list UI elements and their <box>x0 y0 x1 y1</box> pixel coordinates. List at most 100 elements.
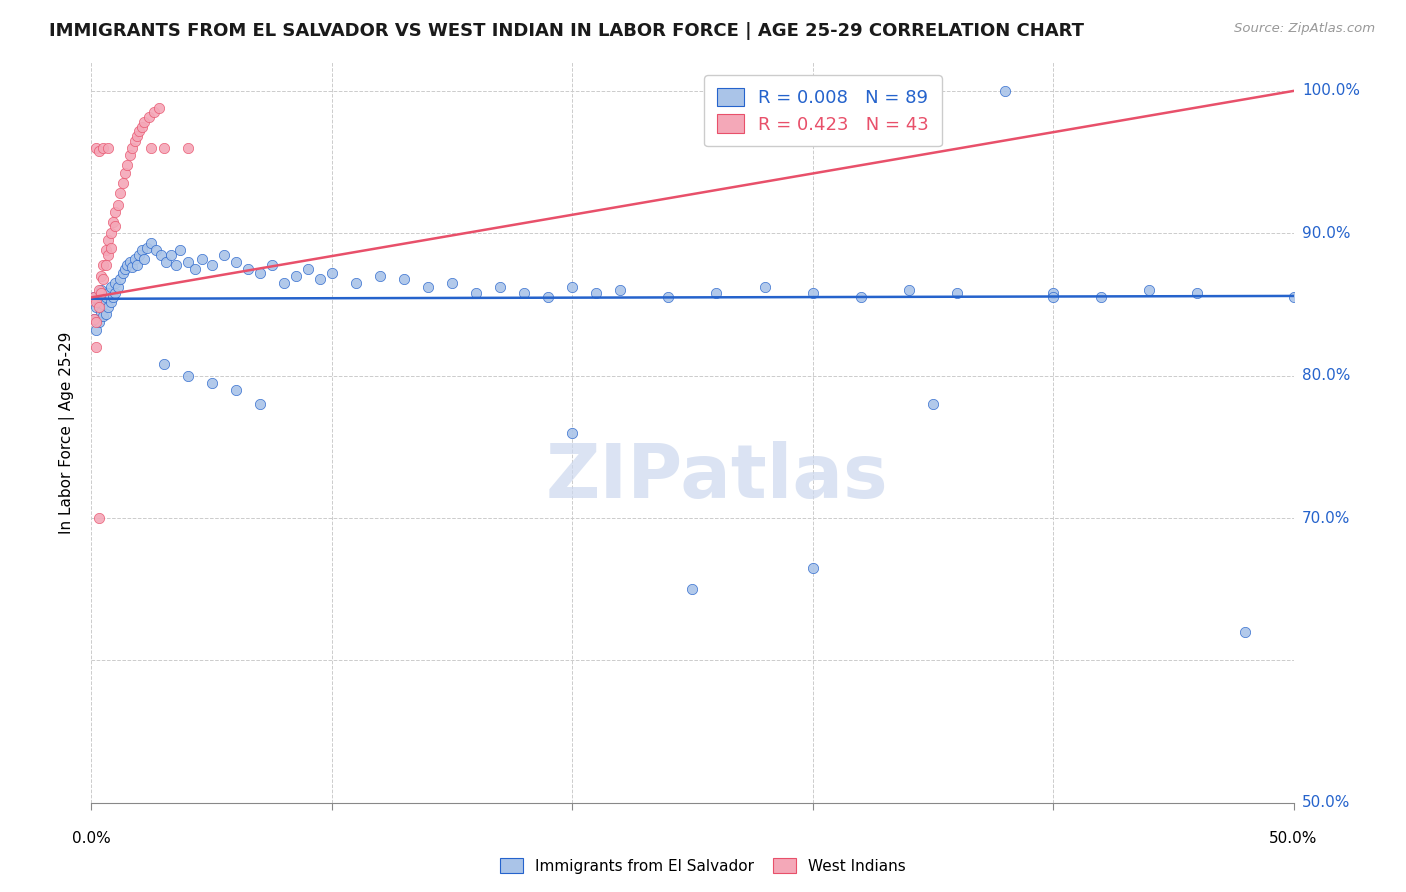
Text: 50.0%: 50.0% <box>1302 796 1350 810</box>
Point <box>114 167 136 181</box>
Point <box>104 276 127 290</box>
Legend: R = 0.008   N = 89, R = 0.423   N = 43: R = 0.008 N = 89, R = 0.423 N = 43 <box>704 75 942 146</box>
Text: 0.0%: 0.0% <box>72 830 111 846</box>
Text: 100.0%: 100.0% <box>1302 84 1360 98</box>
Point <box>344 276 367 290</box>
Point <box>416 280 439 294</box>
Point <box>87 294 110 309</box>
Point <box>100 294 122 309</box>
Point <box>84 301 107 315</box>
Point <box>212 247 235 261</box>
Point <box>131 244 153 258</box>
Text: 90.0%: 90.0% <box>1302 226 1350 241</box>
Point <box>368 268 391 283</box>
Point <box>201 376 224 390</box>
Point <box>585 286 607 301</box>
Point <box>97 301 120 315</box>
Point <box>994 84 1017 98</box>
Point <box>94 308 117 322</box>
Point <box>165 258 187 272</box>
Point <box>849 290 872 304</box>
Text: Source: ZipAtlas.com: Source: ZipAtlas.com <box>1234 22 1375 36</box>
Point <box>440 276 463 290</box>
Point <box>1282 290 1305 304</box>
Point <box>87 301 110 315</box>
Point <box>537 290 560 304</box>
Point <box>121 141 143 155</box>
Point <box>260 258 283 272</box>
Point <box>90 283 112 297</box>
Point <box>1137 283 1160 297</box>
Point <box>142 105 165 120</box>
Point <box>148 101 170 115</box>
Point <box>236 261 259 276</box>
Point <box>297 261 319 276</box>
Point <box>131 120 153 134</box>
Point <box>94 244 117 258</box>
Point <box>84 315 107 329</box>
Point <box>561 280 583 294</box>
Point <box>609 283 631 297</box>
Point <box>657 290 679 304</box>
Point <box>84 323 107 337</box>
Point <box>90 286 112 301</box>
Point <box>169 244 191 258</box>
Text: 70.0%: 70.0% <box>1302 510 1350 525</box>
Point <box>90 304 112 318</box>
Point <box>141 236 163 251</box>
Point <box>150 247 173 261</box>
Point <box>249 266 271 280</box>
Point <box>84 340 107 354</box>
Point <box>93 258 115 272</box>
Point <box>225 254 247 268</box>
Y-axis label: In Labor Force | Age 25-29: In Labor Force | Age 25-29 <box>59 332 76 533</box>
Point <box>90 268 112 283</box>
Point <box>134 252 156 266</box>
Text: 50.0%: 50.0% <box>1270 830 1317 846</box>
Point <box>273 276 295 290</box>
Point <box>321 266 343 280</box>
Point <box>121 260 143 275</box>
Point <box>128 124 150 138</box>
Point <box>100 240 122 255</box>
Point <box>114 261 136 276</box>
Point <box>201 258 224 272</box>
Point <box>87 144 110 158</box>
Point <box>152 357 174 371</box>
Point <box>392 272 415 286</box>
Point <box>1042 286 1064 301</box>
Point <box>94 290 117 304</box>
Point <box>94 258 117 272</box>
Point <box>284 268 307 283</box>
Point <box>145 244 167 258</box>
Point <box>124 134 146 148</box>
Point <box>104 205 127 219</box>
Text: IMMIGRANTS FROM EL SALVADOR VS WEST INDIAN IN LABOR FORCE | AGE 25-29 CORRELATIO: IMMIGRANTS FROM EL SALVADOR VS WEST INDI… <box>49 22 1084 40</box>
Point <box>138 110 160 124</box>
Legend: Immigrants from El Salvador, West Indians: Immigrants from El Salvador, West Indian… <box>494 852 912 880</box>
Point <box>128 247 150 261</box>
Point <box>117 258 139 272</box>
Point <box>97 234 120 248</box>
Point <box>249 397 271 411</box>
Point <box>110 186 132 201</box>
Point <box>308 272 330 286</box>
Text: ZIPatlas: ZIPatlas <box>546 441 887 514</box>
Point <box>84 294 107 309</box>
Point <box>125 258 148 272</box>
Point <box>93 141 115 155</box>
Point <box>110 272 132 286</box>
Point <box>118 148 141 162</box>
Point <box>111 177 134 191</box>
Point <box>946 286 969 301</box>
Point <box>93 309 115 323</box>
Point <box>83 311 105 326</box>
Point <box>801 286 824 301</box>
Point <box>489 280 512 294</box>
Point <box>176 141 198 155</box>
Point <box>754 280 776 294</box>
Text: 80.0%: 80.0% <box>1302 368 1350 384</box>
Point <box>225 383 247 397</box>
Point <box>100 280 122 294</box>
Point <box>141 141 163 155</box>
